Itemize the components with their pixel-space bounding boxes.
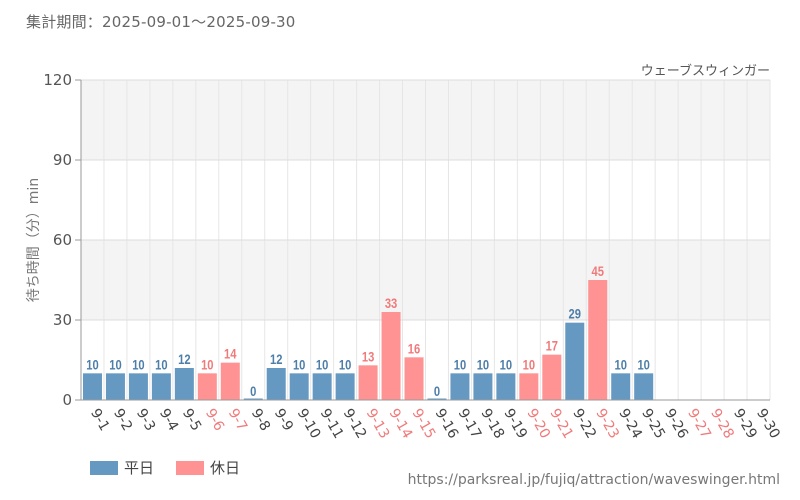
value-label-9-15: 16 [408,341,420,356]
bar-9-24[interactable] [611,373,631,400]
x-tick-label-9-8: 9-8 [248,406,273,434]
value-label-9-10: 10 [293,357,305,372]
value-label-9-23: 45 [592,264,604,279]
value-label-9-22: 29 [569,307,581,322]
x-tick-label-9-1: 9-1 [87,406,112,434]
x-tick-label-9-28: 9-28 [707,406,737,442]
x-tick-label-9-7: 9-7 [225,406,250,434]
x-tick-label-9-17: 9-17 [454,406,484,442]
bar-9-13[interactable] [358,365,378,400]
bar-9-15[interactable] [404,357,424,400]
bar-9-6[interactable] [197,373,217,400]
bar-9-18[interactable] [473,373,493,400]
x-tick-label-9-10: 9-10 [294,406,324,442]
value-label-9-13: 13 [362,349,374,364]
y-tick-label: 90 [53,151,72,169]
value-label-9-25: 10 [637,357,649,372]
value-label-9-6: 10 [201,357,213,372]
value-label-9-21: 17 [546,339,558,354]
bar-9-12[interactable] [335,373,355,400]
bar-9-25[interactable] [634,373,654,400]
value-label-9-7: 14 [224,347,236,362]
x-tick-label-9-3: 9-3 [133,406,158,434]
x-tick-label-9-9: 9-9 [271,406,296,434]
period-label: 集計期間：2025-09-01～2025-09-30 [26,13,296,31]
y-tick-label: 30 [53,311,72,329]
value-label-9-5: 12 [178,352,190,367]
x-tick-label-9-5: 9-5 [179,406,204,434]
bar-9-21[interactable] [542,354,562,400]
x-tick-label-9-4: 9-4 [156,406,181,434]
x-tick-label-9-30: 9-30 [753,406,783,442]
legend-item-weekday[interactable]: 平日 [90,457,154,478]
value-label-9-1: 10 [86,357,98,372]
x-tick-label-9-15: 9-15 [409,406,439,442]
value-label-9-24: 10 [614,357,626,372]
value-label-9-18: 10 [477,357,489,372]
y-tick-label: 120 [43,71,72,89]
bar-9-8[interactable] [243,398,263,401]
x-tick-label-9-19: 9-19 [500,406,530,442]
value-label-9-3: 10 [132,357,144,372]
bar-9-4[interactable] [151,373,171,400]
value-label-9-19: 10 [500,357,512,372]
x-tick-label-9-16: 9-16 [432,406,462,442]
bar-9-23[interactable] [588,280,608,400]
value-label-9-20: 10 [523,357,535,372]
chart-title: ウェーブスウィンガー [641,63,770,79]
bar-9-20[interactable] [519,373,539,400]
x-tick-label-9-21: 9-21 [546,406,576,442]
x-tick-label-9-27: 9-27 [684,406,714,442]
bar-9-19[interactable] [496,373,516,400]
bar-9-5[interactable] [174,368,194,400]
legend-label-holiday: 休日 [210,459,241,477]
legend-item-holiday[interactable]: 休日 [176,457,240,478]
x-tick-label-9-23: 9-23 [592,406,622,442]
bar-9-11[interactable] [312,373,332,400]
legend: 平日 休日 [90,457,240,478]
x-tick-label-9-13: 9-13 [363,406,393,442]
bar-9-1[interactable] [82,373,102,400]
bar-9-2[interactable] [105,373,125,400]
x-tick-label-9-14: 9-14 [386,406,416,442]
x-tick-label-9-12: 9-12 [340,406,370,442]
source-url[interactable]: https://parksreal.jp/fujiq/attraction/wa… [407,472,780,488]
bar-9-9[interactable] [266,368,286,400]
x-tick-label-9-25: 9-25 [638,406,668,442]
x-tick-label-9-18: 9-18 [477,406,507,442]
legend-label-weekday: 平日 [124,459,155,477]
value-label-9-11: 10 [316,357,328,372]
x-tick-label-9-29: 9-29 [730,406,760,442]
bar-9-10[interactable] [289,373,309,400]
value-label-9-8: 0 [250,384,256,399]
x-tick-label-9-2: 9-2 [110,406,135,434]
bar-9-7[interactable] [220,362,240,400]
value-label-9-14: 33 [385,296,397,311]
bar-9-22[interactable] [565,322,585,400]
value-label-9-4: 10 [155,357,167,372]
x-tick-label-9-11: 9-11 [317,406,347,442]
x-tick-label-9-22: 9-22 [569,406,599,442]
x-tick-label-9-24: 9-24 [615,406,645,442]
bar-9-14[interactable] [381,312,401,400]
x-tick-label-9-20: 9-20 [523,406,553,442]
y-tick-label: 60 [53,231,72,249]
value-label-9-16: 0 [434,384,440,399]
value-label-9-17: 10 [454,357,466,372]
bar-9-3[interactable] [128,373,148,400]
legend-swatch-weekday [90,460,118,475]
bar-9-17[interactable] [450,373,470,400]
legend-swatch-holiday [176,460,205,475]
y-axis-label: 待ち時間（分）min [26,178,42,302]
value-label-9-9: 12 [270,352,282,367]
value-label-9-12: 10 [339,357,351,372]
x-tick-label-9-6: 9-6 [202,406,227,434]
x-tick-label-9-26: 9-26 [661,406,691,442]
value-label-9-2: 10 [109,357,121,372]
bar-9-16[interactable] [427,398,447,401]
y-tick-label: 0 [62,391,72,409]
